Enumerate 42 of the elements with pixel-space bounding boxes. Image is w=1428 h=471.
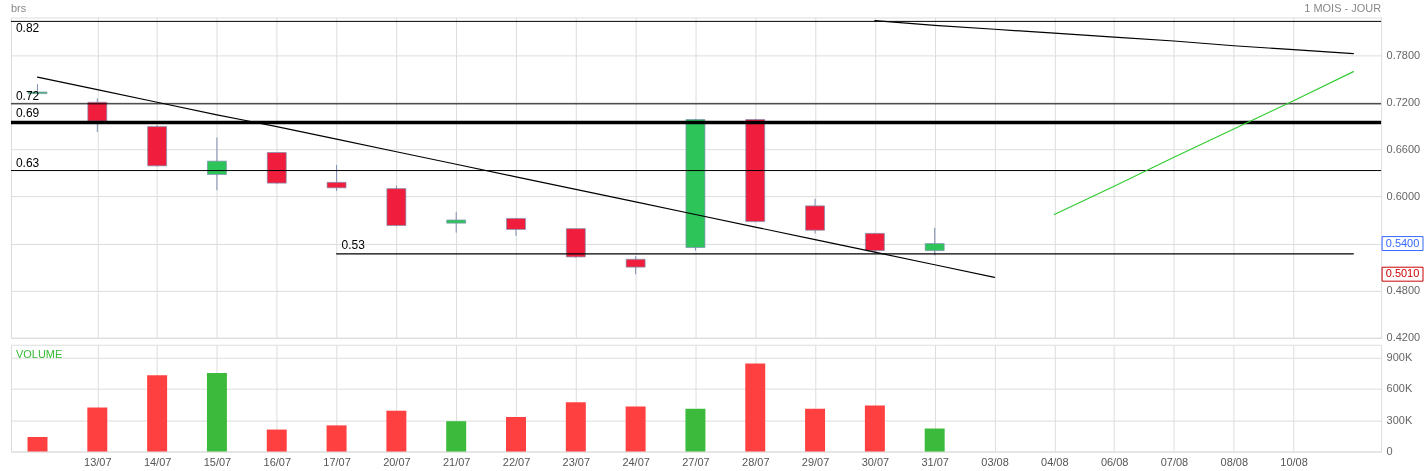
x-tick-label: 22/07 — [502, 456, 531, 469]
bar — [625, 406, 646, 452]
x-tick-label: 07/08 — [1160, 456, 1189, 469]
bar — [326, 425, 347, 452]
y-tick-label: 600K — [1386, 382, 1413, 395]
x-tick-label: 21/07 — [442, 456, 471, 469]
bar — [266, 429, 287, 452]
y-tick-label: 0 — [1386, 445, 1393, 458]
bar — [506, 417, 526, 452]
bar — [446, 421, 467, 452]
bar — [386, 410, 407, 452]
y-tick-label: 300K — [1386, 413, 1413, 426]
bar — [864, 405, 885, 452]
x-tick-label: 03/08 — [981, 456, 1009, 469]
bar — [27, 436, 48, 452]
bar — [565, 402, 586, 452]
bar — [924, 428, 945, 452]
x-tick-label: 24/07 — [622, 456, 650, 469]
x-tick-label: 06/08 — [1100, 456, 1129, 469]
x-tick-label: 29/07 — [801, 456, 830, 469]
chart-title: VOLUME — [15, 347, 63, 360]
bar — [745, 363, 766, 452]
x-tick-label: 04/08 — [1041, 456, 1069, 469]
x-tick-label: 28/07 — [742, 456, 770, 469]
x-tick-label: 20/07 — [383, 456, 411, 469]
x-tick-label: 17/07 — [323, 456, 351, 469]
x-tick-label: 08/08 — [1220, 456, 1248, 469]
bar — [147, 375, 168, 452]
bar — [206, 373, 227, 452]
bar — [805, 408, 826, 452]
x-tick-label: 15/07 — [203, 456, 232, 469]
x-tick-label: 16/07 — [263, 456, 291, 469]
x-tick-label: 31/07 — [921, 456, 949, 469]
x-tick-label: 10/08 — [1280, 456, 1308, 469]
x-tick-label: 23/07 — [562, 456, 591, 469]
bar — [87, 407, 108, 452]
x-tick-label: 13/07 — [84, 456, 112, 469]
x-tick-label: 27/07 — [682, 456, 710, 469]
x-tick-label: 30/07 — [861, 456, 890, 469]
bar — [685, 408, 706, 452]
y-tick-label: 900K — [1386, 350, 1413, 363]
x-tick-label: 14/07 — [143, 456, 172, 469]
